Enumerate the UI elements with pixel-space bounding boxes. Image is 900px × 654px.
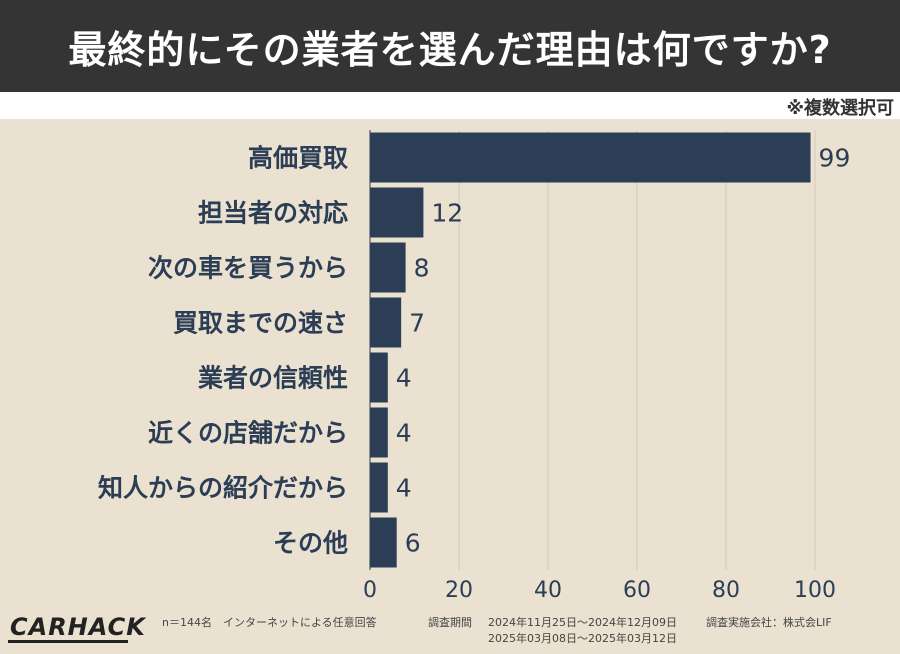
bar-chart: 0 20 40 60 80 100 高価買取 99 担当者の対応 12 次の車を買うから 8 買取までの… bbox=[98, 130, 851, 603]
category-label: その他 bbox=[273, 529, 348, 558]
category-label: 高価買取 bbox=[248, 144, 348, 173]
x-tick-label: 100 bbox=[794, 578, 836, 603]
value-label: 8 bbox=[414, 254, 430, 283]
x-tick-label: 0 bbox=[363, 578, 377, 603]
category-label: 次の車を買うから bbox=[148, 254, 348, 283]
bar bbox=[370, 352, 388, 403]
value-label: 4 bbox=[396, 419, 412, 448]
logo-underline bbox=[8, 640, 128, 643]
x-tick-label: 80 bbox=[712, 578, 740, 603]
bar bbox=[370, 517, 397, 568]
bar bbox=[370, 242, 406, 293]
value-label: 12 bbox=[431, 199, 463, 228]
x-tick-label: 40 bbox=[534, 578, 562, 603]
category-label: 業者の信頼性 bbox=[198, 364, 348, 393]
page-title: 最終的にその業者を選んだ理由は何ですか? bbox=[68, 27, 832, 72]
category-label: 担当者の対応 bbox=[198, 199, 348, 228]
note-bar bbox=[0, 92, 900, 119]
value-label: 4 bbox=[396, 364, 412, 393]
x-tick-label: 20 bbox=[445, 578, 473, 603]
category-label: 知人からの紹介だから bbox=[98, 474, 348, 503]
multiple-choice-note: ※複数選択可 bbox=[786, 98, 895, 119]
period-label: 調査期間 bbox=[428, 616, 472, 629]
bar bbox=[370, 407, 388, 458]
carhack-logo: CARHACK bbox=[10, 613, 146, 641]
x-tick-label: 60 bbox=[623, 578, 651, 603]
title-bar bbox=[0, 0, 900, 92]
category-label: 買取までの速さ bbox=[173, 309, 348, 338]
bar bbox=[370, 462, 388, 513]
survey-company: 調査実施会社：株式会LIF bbox=[706, 616, 832, 629]
value-label: 4 bbox=[396, 474, 412, 503]
value-label: 6 bbox=[405, 529, 421, 558]
bar bbox=[370, 132, 811, 183]
period-2: 2025年03月08日～2025年03月12日 bbox=[488, 632, 677, 645]
period-1: 2024年11月25日～2024年12月09日 bbox=[488, 616, 677, 629]
bar bbox=[370, 187, 424, 238]
category-label: 近くの店舗だから bbox=[148, 419, 348, 448]
value-label: 7 bbox=[409, 309, 425, 338]
bar bbox=[370, 297, 402, 348]
value-label: 99 bbox=[819, 144, 851, 173]
sample-note: n＝144名 インターネットによる任意回答 bbox=[162, 616, 377, 629]
